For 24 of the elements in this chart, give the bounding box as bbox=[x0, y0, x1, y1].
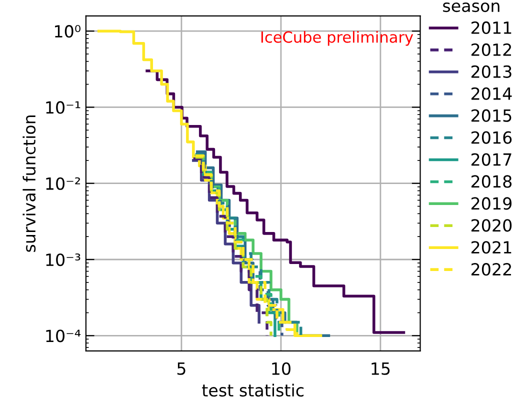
legend-label: 2014 bbox=[471, 87, 512, 100]
legend-label: 2012 bbox=[471, 43, 512, 56]
legend-label: 2015 bbox=[471, 109, 512, 122]
legend-label: 2017 bbox=[471, 153, 512, 166]
x-tick-label: 15 bbox=[372, 362, 390, 375]
legend-label: 2022 bbox=[471, 263, 512, 276]
legend-label: 2011 bbox=[471, 21, 512, 34]
annotation: IceCube preliminary bbox=[261, 31, 414, 46]
x-tick-label: 5 bbox=[177, 362, 186, 375]
legend-label: 2013 bbox=[471, 65, 512, 78]
x-tick-label: 10 bbox=[272, 362, 290, 375]
x-axis-title: test statistic bbox=[202, 384, 304, 397]
legend-label: 2020 bbox=[471, 219, 512, 232]
legend-label: 2019 bbox=[471, 197, 512, 210]
legend-label: 2018 bbox=[471, 175, 512, 188]
legend-label: 2016 bbox=[471, 131, 512, 144]
y-tick-label: 10⁻³ bbox=[46, 253, 80, 266]
legend-title: season bbox=[443, 2, 500, 12]
y-tick-label: 10⁻¹ bbox=[46, 101, 80, 114]
y-tick-label: 10⁻² bbox=[46, 177, 80, 190]
y-tick-label: 10⁰ bbox=[55, 25, 80, 38]
y-axis-title: survival function bbox=[22, 116, 36, 252]
y-tick-label: 10⁻⁴ bbox=[46, 330, 81, 342]
legend-label: 2021 bbox=[471, 241, 512, 254]
